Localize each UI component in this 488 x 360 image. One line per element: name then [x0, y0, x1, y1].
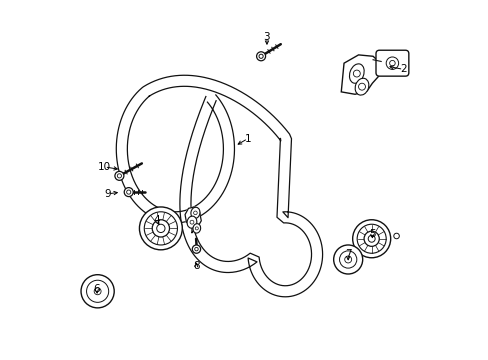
Circle shape [152, 220, 169, 237]
Circle shape [393, 233, 399, 239]
Polygon shape [341, 55, 379, 94]
Circle shape [94, 288, 101, 295]
Text: 4: 4 [153, 215, 160, 225]
Ellipse shape [349, 64, 364, 83]
Circle shape [190, 220, 194, 224]
Text: 7: 7 [344, 249, 351, 259]
Circle shape [339, 251, 356, 268]
Circle shape [389, 60, 394, 66]
Circle shape [195, 227, 198, 230]
Circle shape [356, 224, 386, 253]
Text: 2: 2 [399, 64, 406, 75]
Text: 5: 5 [368, 229, 375, 239]
Circle shape [124, 188, 133, 197]
Circle shape [126, 190, 130, 194]
Circle shape [358, 83, 365, 90]
Text: 8: 8 [192, 261, 199, 271]
Circle shape [256, 52, 265, 61]
Text: 1: 1 [244, 134, 251, 144]
Circle shape [115, 171, 123, 180]
Circle shape [333, 245, 362, 274]
Text: 9: 9 [104, 189, 111, 199]
Circle shape [386, 57, 398, 69]
Polygon shape [184, 207, 201, 233]
Circle shape [193, 211, 197, 215]
Text: 3: 3 [263, 32, 270, 41]
Circle shape [352, 220, 390, 258]
Ellipse shape [190, 207, 200, 219]
Text: 6: 6 [93, 284, 100, 294]
Ellipse shape [193, 224, 200, 233]
Circle shape [364, 231, 379, 246]
Ellipse shape [354, 78, 368, 95]
Polygon shape [116, 75, 322, 297]
Circle shape [353, 70, 360, 77]
Circle shape [367, 235, 374, 242]
Circle shape [344, 256, 351, 263]
Ellipse shape [187, 216, 197, 228]
Circle shape [86, 280, 108, 302]
Circle shape [192, 245, 200, 253]
Circle shape [144, 212, 177, 245]
Text: 10: 10 [98, 162, 111, 172]
Circle shape [81, 275, 114, 308]
Circle shape [194, 247, 198, 251]
Circle shape [117, 174, 121, 178]
Circle shape [259, 54, 263, 58]
FancyBboxPatch shape [375, 50, 408, 76]
Circle shape [156, 224, 164, 233]
Circle shape [139, 207, 182, 250]
